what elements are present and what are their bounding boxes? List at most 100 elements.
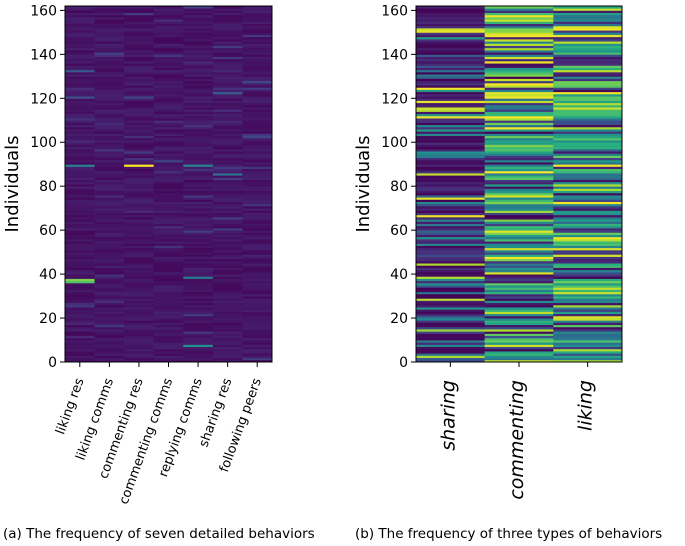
heatmap-cell <box>65 43 95 46</box>
heatmap-cell <box>153 181 184 185</box>
heatmap-cell <box>416 30 486 33</box>
heatmap-cell <box>416 140 486 143</box>
heatmap-cell <box>153 96 184 99</box>
heatmap-cell <box>553 267 623 271</box>
heatmap-cell <box>553 307 623 310</box>
heatmap-cell <box>124 164 155 167</box>
heatmap-cell <box>416 256 486 260</box>
heatmap-cell <box>242 320 273 323</box>
heatmap-cell <box>553 324 623 328</box>
heatmap-cell <box>124 280 155 284</box>
heatmap-cell <box>484 184 554 187</box>
heatmap-cell <box>153 287 184 290</box>
heatmap-cell <box>124 168 155 172</box>
heatmap-cell <box>124 298 155 301</box>
heatmap-cell <box>212 311 243 315</box>
heatmap-cell <box>242 252 273 255</box>
heatmap-cell <box>242 216 273 220</box>
heatmap-cell <box>183 54 214 57</box>
heatmap-cell <box>553 232 623 235</box>
heatmap-cell <box>65 322 95 326</box>
heatmap-cell <box>94 194 125 198</box>
heatmap-cell <box>212 30 243 33</box>
heatmap-cell <box>484 12 554 16</box>
heatmap-cell <box>183 282 214 286</box>
heatmap-cell <box>484 293 554 297</box>
heatmap-cell <box>242 333 273 337</box>
heatmap-cell <box>416 181 486 185</box>
heatmap-cell <box>153 307 184 310</box>
heatmap-cell <box>484 34 554 38</box>
heatmap-cell <box>242 201 273 205</box>
heatmap-cell <box>416 76 486 79</box>
heatmap-cell <box>484 287 554 290</box>
heatmap-cell <box>65 199 95 202</box>
heatmap-cell <box>242 47 273 51</box>
heatmap-cell <box>242 258 273 262</box>
heatmap-cell <box>65 6 95 9</box>
heatmap-cell <box>242 177 273 181</box>
heatmap-cell <box>553 278 623 282</box>
heatmap-cell <box>553 115 623 119</box>
heatmap-cell <box>124 208 155 211</box>
heatmap-cell <box>553 27 623 31</box>
heatmap-cell <box>124 129 155 132</box>
heatmap-cell <box>183 111 214 115</box>
heatmap-cell <box>65 34 95 38</box>
y-tick-label: 0 <box>399 355 408 371</box>
heatmap-cell <box>242 265 273 268</box>
heatmap-cell <box>553 311 623 315</box>
heatmap-cell <box>183 210 214 213</box>
heatmap-cell <box>153 32 184 35</box>
heatmap-cell <box>484 25 554 29</box>
heatmap-cell <box>242 153 273 156</box>
heatmap-cell <box>212 219 243 222</box>
heatmap-cell <box>242 74 273 77</box>
heatmap-a-y-label: Individuals <box>2 135 23 232</box>
heatmap-cell <box>183 265 214 268</box>
heatmap-cell <box>153 324 184 328</box>
heatmap-cell <box>183 289 214 293</box>
heatmap-cell <box>212 146 243 150</box>
heatmap-cell <box>242 274 273 277</box>
heatmap-cell <box>183 357 214 361</box>
heatmap-cell <box>484 192 554 196</box>
heatmap-cell <box>212 346 243 350</box>
heatmap-cell <box>484 118 554 121</box>
heatmap-cell <box>242 307 273 310</box>
heatmap-cell <box>242 38 273 42</box>
heatmap-cell <box>484 291 554 295</box>
heatmap-cell <box>212 302 243 306</box>
heatmap-cell <box>242 247 273 251</box>
heatmap-cell <box>242 164 273 167</box>
heatmap-cell <box>416 280 486 284</box>
heatmap-cell <box>94 8 125 11</box>
heatmap-cell <box>65 148 95 152</box>
heatmap-cell <box>65 212 95 216</box>
heatmap-cell <box>94 212 125 216</box>
heatmap-cell <box>183 351 214 354</box>
heatmap-cell <box>65 12 95 16</box>
y-tick-label: 20 <box>39 311 57 327</box>
heatmap-cell <box>212 181 243 185</box>
heatmap-cell <box>153 159 184 163</box>
heatmap-cell <box>553 148 623 152</box>
heatmap-cell <box>183 302 214 306</box>
heatmap-cell <box>183 190 214 194</box>
heatmap-cell <box>183 241 214 244</box>
heatmap-cell <box>416 245 486 249</box>
heatmap-cell <box>153 223 184 227</box>
heatmap-cell <box>124 78 155 82</box>
heatmap-cell <box>94 280 125 284</box>
heatmap-cell <box>242 298 273 301</box>
heatmap-cell <box>124 252 155 255</box>
heatmap-cell <box>94 190 125 194</box>
heatmap-cell <box>416 78 486 82</box>
heatmap-cell <box>212 192 243 196</box>
heatmap-cell <box>242 296 273 299</box>
heatmap-cell <box>242 151 273 154</box>
heatmap-cell <box>416 82 486 86</box>
heatmap-cell <box>183 216 214 220</box>
heatmap-cell <box>94 113 125 117</box>
heatmap-cell <box>484 205 554 209</box>
